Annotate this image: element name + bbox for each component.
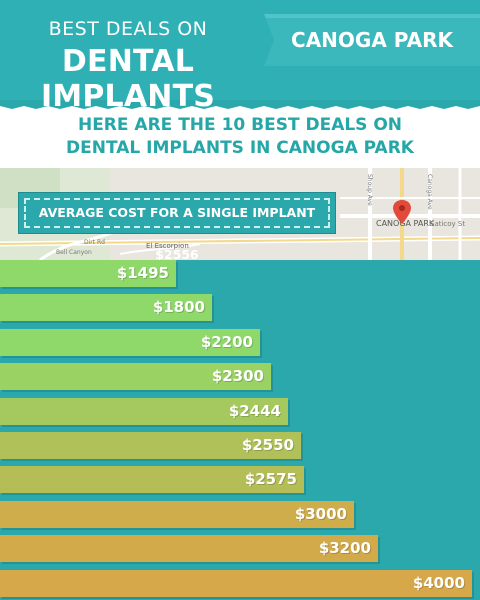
price-bar-7: $2575 [0,466,304,494]
map-label-el-escorpion: El Escorpion [146,242,189,250]
price-label-8: $3000 [294,504,347,523]
average-cost-box [18,192,336,234]
intro-text: HERE ARE THE 10 BEST DEALS ON DENTAL IMP… [20,114,460,160]
price-bar-10: $4000 [0,569,472,597]
map-label-dirt-rd: Dirt Rd [84,239,105,246]
price-bar-9: $3200 [0,535,378,563]
price-label-4: $2300 [211,367,264,386]
map-label-canoga-park: CANOGA PARK [376,219,435,228]
location-badge: CANOGA PARK [291,28,453,52]
map-label-canoga-ave: Canoga Ave [426,174,433,210]
price-label-5: $2444 [228,401,281,420]
average-cost-dashed-border [24,198,330,228]
map-pin-icon [393,200,411,224]
price-label-2: $1800 [152,298,205,317]
price-bar-2: $1800 [0,294,212,322]
intro-line-2: DENTAL IMPLANTS IN CANOGA PARK [66,138,414,158]
price-bar-1: $1495 [0,260,176,287]
intro-line-1: HERE ARE THE 10 BEST DEALS ON [77,115,403,135]
price-label-3: $2200 [200,332,253,351]
price-bar-8: $3000 [0,500,354,528]
price-label-9: $3200 [318,539,371,558]
header-subtitle: BEST DEALS ON [48,18,208,40]
price-bar-4: $2300 [0,363,271,391]
price-bar-3: $2200 [0,328,260,356]
map-label-bell-canyon: Bell Canyon [56,249,92,256]
price-label-7: $2575 [244,470,297,489]
price-label-1: $1495 [116,264,169,282]
price-label-6: $2550 [241,436,294,454]
price-bar-6: $2550 [0,432,301,459]
average-cost-text: AVERAGE COST FOR A SINGLE IMPLANT $2556 [38,205,316,262]
map-label-saticoy: Saticoy St [430,220,465,228]
price-label-10: $4000 [412,573,465,592]
intro-banner [0,106,480,173]
map-label-shoup: Shoup Ave [366,174,373,206]
location-ribbon [264,14,480,66]
price-bar-5: $2444 [0,397,288,425]
